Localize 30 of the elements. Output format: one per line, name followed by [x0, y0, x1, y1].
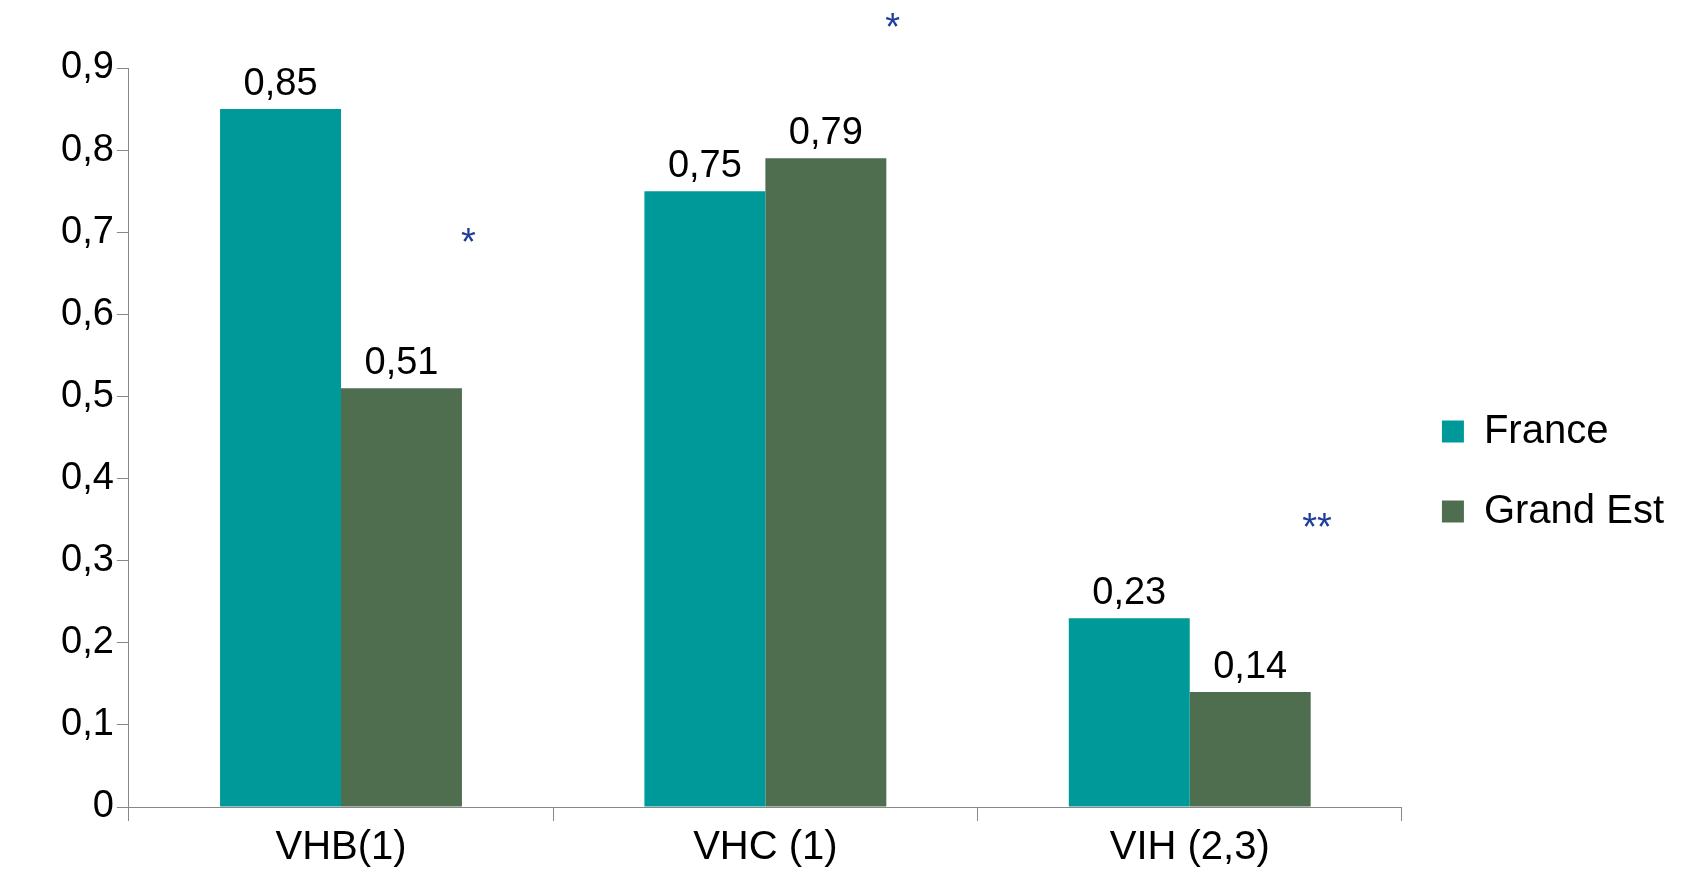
legend-label: France [1483, 406, 1609, 451]
y-tick-label: 0,7 [61, 208, 114, 251]
data-label: 0,85 [243, 60, 318, 103]
y-tick-label: 0 [92, 783, 114, 826]
y-tick-label: 0,9 [61, 44, 114, 87]
bar [220, 109, 342, 807]
legend-label: Grand Est [1483, 486, 1664, 531]
data-label: 0,14 [1213, 643, 1288, 686]
y-tick-label: 0,3 [61, 537, 114, 580]
data-label: 0,51 [364, 339, 439, 382]
annotation: ** [1302, 506, 1333, 549]
text: * [885, 6, 901, 49]
y-tick-label: 0,1 [61, 701, 114, 744]
bar [1189, 692, 1311, 807]
bar [765, 158, 887, 807]
x-tick-label: VHB(1) [275, 823, 407, 868]
bar [644, 191, 766, 807]
data-label: 0,75 [667, 142, 742, 185]
y-tick-label: 0,8 [61, 126, 114, 169]
y-tick-label: 0,5 [61, 372, 114, 415]
data-label: 0,23 [1092, 569, 1167, 612]
bar [1068, 618, 1190, 807]
y-tick-label: 0,4 [61, 455, 114, 498]
x-tick-label: VIH (2,3) [1109, 823, 1270, 868]
data-label: 0,79 [788, 109, 863, 152]
y-tick-label: 0,6 [61, 290, 114, 333]
y-tick-label: 0,2 [61, 619, 114, 662]
x-tick-label: VHC (1) [693, 823, 838, 868]
annotation: * [460, 221, 476, 264]
bar [341, 388, 462, 807]
